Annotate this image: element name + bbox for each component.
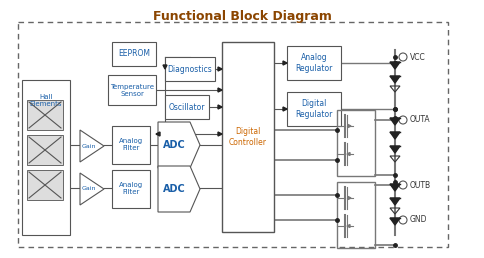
Text: GND: GND [409,215,426,224]
Polygon shape [389,146,399,153]
FancyBboxPatch shape [112,170,150,208]
Polygon shape [389,184,399,191]
Polygon shape [217,88,222,92]
FancyBboxPatch shape [27,100,63,130]
Text: VCC: VCC [409,52,425,61]
Polygon shape [389,62,399,69]
Polygon shape [156,132,160,136]
Polygon shape [346,152,349,156]
Text: Digital
Controller: Digital Controller [228,127,267,147]
Text: Temperature
Sensor: Temperature Sensor [110,84,154,96]
Text: ADC: ADC [162,140,185,150]
Text: Oscillator: Oscillator [168,102,205,111]
FancyBboxPatch shape [22,80,70,235]
Text: Functional Block Diagram: Functional Block Diagram [152,10,331,23]
Text: Gain: Gain [82,187,96,191]
Text: EEPROM: EEPROM [118,50,150,59]
Polygon shape [283,107,287,111]
Text: OUTA: OUTA [409,116,430,125]
Text: Hall
Elements: Hall Elements [30,94,62,107]
Polygon shape [217,132,222,136]
Polygon shape [346,224,349,228]
Text: Gain: Gain [82,143,96,149]
FancyBboxPatch shape [287,92,340,126]
Text: Digital
Regulator: Digital Regulator [295,99,332,119]
Polygon shape [389,132,399,139]
Polygon shape [389,76,399,83]
Polygon shape [80,130,104,162]
Text: Analog
Filter: Analog Filter [119,182,143,196]
FancyBboxPatch shape [108,75,156,105]
Polygon shape [217,67,222,71]
Text: Analog
Regulator: Analog Regulator [295,53,332,73]
Polygon shape [217,105,222,109]
Text: OUTB: OUTB [409,181,430,189]
Text: Diagnostics: Diagnostics [167,64,212,74]
Polygon shape [389,198,399,205]
FancyBboxPatch shape [27,135,63,165]
Text: Analog
Filter: Analog Filter [119,139,143,151]
Polygon shape [389,218,399,225]
FancyBboxPatch shape [222,42,273,232]
FancyBboxPatch shape [112,126,150,164]
Polygon shape [163,65,166,69]
Text: ADC: ADC [162,184,185,194]
FancyBboxPatch shape [165,57,214,81]
Polygon shape [158,122,199,168]
Polygon shape [158,166,199,212]
Polygon shape [80,173,104,205]
FancyBboxPatch shape [165,95,209,119]
FancyBboxPatch shape [287,46,340,80]
Polygon shape [283,61,287,65]
FancyBboxPatch shape [27,170,63,200]
Polygon shape [348,125,350,127]
Polygon shape [389,118,399,125]
Polygon shape [348,197,350,199]
FancyBboxPatch shape [112,42,156,66]
